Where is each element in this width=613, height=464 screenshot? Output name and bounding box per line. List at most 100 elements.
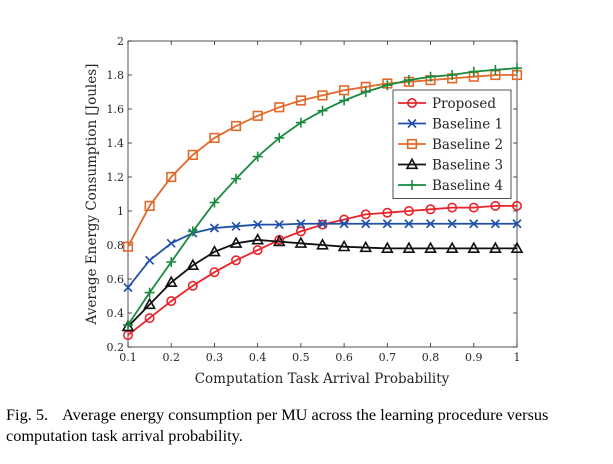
data-point	[231, 255, 242, 266]
data-point	[382, 219, 392, 229]
legend-marker	[406, 138, 418, 150]
data-point	[510, 241, 524, 253]
figure-caption: Fig. 5. Average energy consumption per MU…	[6, 404, 610, 446]
data-point	[317, 105, 328, 116]
series-layer	[121, 63, 524, 341]
data-point	[511, 200, 522, 211]
data-point	[230, 120, 242, 132]
legend-label: Baseline 3	[432, 158, 503, 174]
data-point	[252, 151, 263, 162]
legend-item: Baseline 2	[398, 137, 503, 153]
data-point	[123, 319, 133, 330]
data-point	[382, 80, 393, 91]
data-point	[425, 219, 436, 229]
x-tick-label: 0.4	[249, 351, 267, 364]
data-point	[380, 241, 394, 253]
y-axis-label: Average Energy Consumption [Joules]	[84, 64, 100, 326]
data-point	[316, 238, 329, 250]
data-point	[231, 173, 242, 184]
data-point	[468, 66, 479, 77]
data-point	[339, 95, 350, 106]
data-point	[360, 209, 371, 220]
data-point	[253, 220, 263, 230]
data-point	[294, 236, 308, 248]
data-point	[317, 219, 328, 229]
data-point	[317, 90, 328, 101]
x-tick-label: 1	[514, 351, 521, 364]
data-point	[490, 219, 500, 229]
data-point	[424, 241, 437, 253]
data-point	[469, 219, 479, 229]
plot-axes: 0.1 0.2 0.3 0.4 0.5 0.6 0.7 0.8 0.9 10.20.40.60.8…	[107, 35, 521, 364]
data-point	[403, 75, 414, 86]
y-tick-label: 0.8	[107, 239, 125, 252]
data-point	[143, 297, 156, 310]
data-point	[382, 207, 393, 218]
data-point	[144, 287, 155, 298]
data-point	[122, 241, 134, 252]
data-point	[447, 219, 457, 229]
data-point	[186, 258, 200, 270]
x-tick-label: 0.1	[119, 351, 137, 364]
data-point	[402, 241, 416, 253]
legend-marker	[407, 180, 417, 190]
legend-item: Baseline 1	[398, 117, 503, 133]
data-point	[403, 206, 414, 217]
data-point	[166, 238, 176, 248]
data-point	[123, 282, 133, 293]
data-point	[144, 313, 155, 324]
figure-label: Fig. 5.	[6, 405, 49, 424]
y-tick-label: 1	[117, 205, 124, 218]
y-tick-label: 0.6	[107, 273, 125, 286]
data-point	[425, 71, 436, 82]
legend-label: Proposed	[432, 96, 496, 112]
x-tick-label: 0.5	[292, 351, 310, 364]
data-point	[296, 219, 306, 229]
legend-marker	[406, 98, 417, 109]
data-point	[187, 149, 198, 161]
x-tick-label: 0.8	[422, 351, 440, 364]
data-point	[272, 234, 286, 247]
data-point	[447, 70, 458, 80]
data-point	[361, 219, 371, 229]
legend-label: Baseline 1	[432, 117, 503, 133]
data-point	[166, 171, 177, 183]
data-point	[339, 85, 350, 96]
y-tick-label: 0.2	[107, 341, 125, 354]
data-point	[445, 241, 459, 253]
legend-item: Proposed	[398, 96, 496, 112]
x-tick-label: 0.2	[162, 351, 180, 364]
data-point	[208, 244, 221, 257]
data-point	[274, 102, 285, 113]
data-point	[337, 239, 351, 252]
data-point	[404, 219, 414, 229]
series-baseline-3	[121, 233, 524, 332]
data-point	[252, 110, 263, 121]
x-tick-label: 0.6	[335, 351, 353, 364]
data-point	[187, 280, 198, 291]
data-point	[359, 240, 373, 253]
series-line	[127, 238, 517, 328]
data-point	[447, 202, 458, 213]
data-point	[187, 226, 198, 237]
data-point	[144, 200, 155, 212]
caption-text: Average energy consumption per MU across…	[6, 405, 549, 445]
y-tick-label: 0.4	[107, 307, 125, 320]
legend-label: Baseline 2	[432, 137, 503, 153]
x-tick-label: 0.7	[379, 351, 397, 364]
data-point	[209, 197, 220, 208]
data-point	[121, 319, 135, 332]
data-point	[339, 219, 349, 229]
data-point	[229, 236, 243, 248]
data-point	[145, 255, 155, 265]
legend-item: Baseline 3	[398, 158, 503, 174]
legend-label: Baseline 4	[432, 178, 503, 194]
x-axis-label: Computation Task Arrival Probability	[195, 371, 450, 387]
x-tick-label: 0.3	[206, 351, 224, 364]
data-point	[274, 132, 285, 143]
y-tick-label: 1.8	[107, 69, 125, 82]
series-baseline-4	[123, 63, 522, 330]
data-point	[468, 202, 479, 213]
data-point	[512, 63, 522, 74]
y-tick-label: 1.6	[107, 103, 125, 116]
